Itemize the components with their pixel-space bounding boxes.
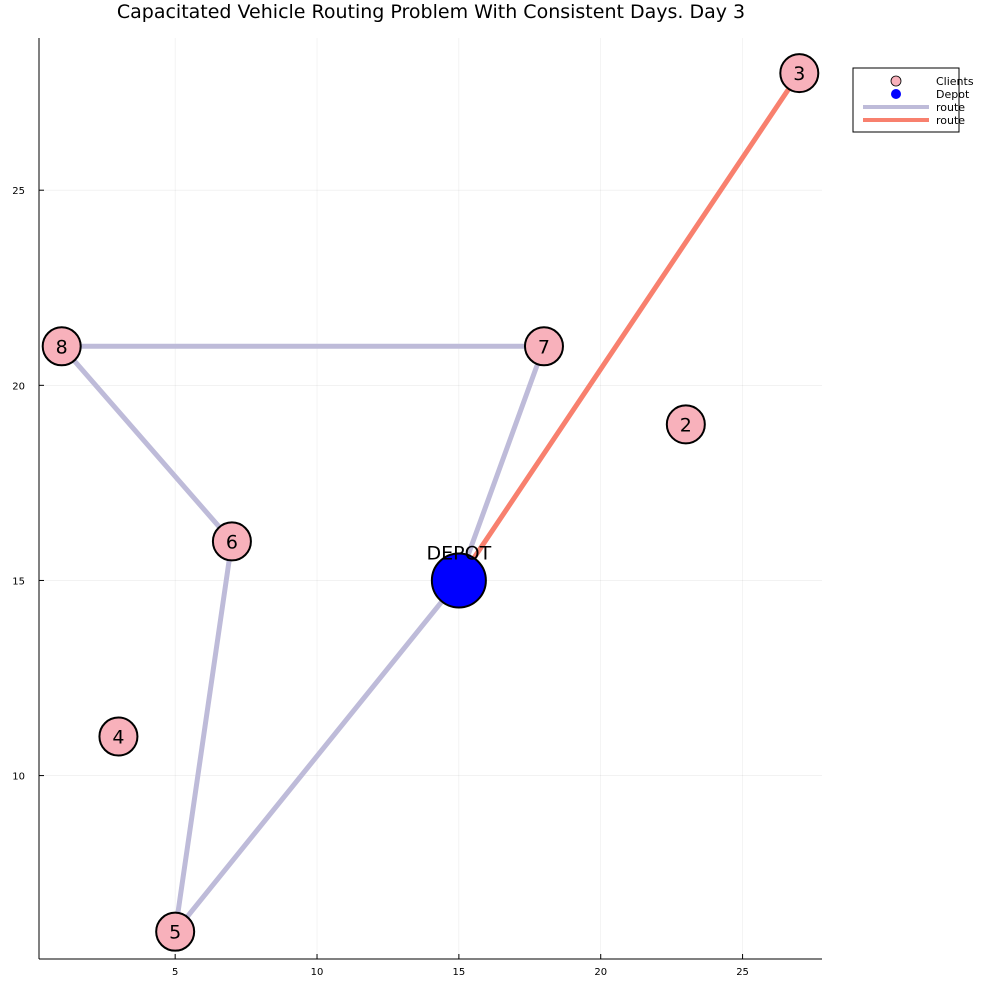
y-tick-label: 25 <box>12 186 25 197</box>
chart-title: Capacitated Vehicle Routing Problem With… <box>117 1 745 23</box>
client-label: 6 <box>226 531 238 553</box>
depot-point <box>430 552 487 609</box>
client-point <box>665 404 706 445</box>
client-label: 4 <box>112 727 124 749</box>
points: 2 3 4 5 6 7 8 DEPOT <box>41 53 820 952</box>
legend-label: Depot <box>936 88 970 101</box>
legend-label: route <box>936 114 965 127</box>
client-point <box>523 326 564 367</box>
grid-lines <box>39 38 822 959</box>
client-point <box>41 326 82 367</box>
x-tick-label: 5 <box>172 967 178 978</box>
client-label: 7 <box>538 336 550 358</box>
client-label: 3 <box>793 63 805 85</box>
client-point <box>211 521 252 562</box>
legend-marker-depot <box>891 89 901 99</box>
x-tick-label: 15 <box>453 967 466 978</box>
routes <box>59 70 802 935</box>
legend-label: route <box>936 101 965 114</box>
route-line-2 <box>59 343 547 935</box>
x-tick-label: 20 <box>594 967 607 978</box>
y-tick-label: 10 <box>12 772 25 783</box>
client-label: 5 <box>169 922 181 944</box>
client-label: 2 <box>680 414 692 436</box>
x-tick-label: 25 <box>736 967 749 978</box>
client-label: 8 <box>56 336 68 358</box>
depot-label: DEPOT <box>427 542 492 564</box>
legend-marker-clients <box>890 75 902 87</box>
x-tick-label: 10 <box>311 967 324 978</box>
y-tick-label: 15 <box>12 576 25 587</box>
client-point <box>779 53 820 94</box>
legend-label: Clients <box>936 75 974 88</box>
client-point <box>155 911 196 952</box>
client-point <box>98 716 139 757</box>
y-tick-label: 20 <box>12 381 25 392</box>
route-line-3 <box>456 70 802 583</box>
